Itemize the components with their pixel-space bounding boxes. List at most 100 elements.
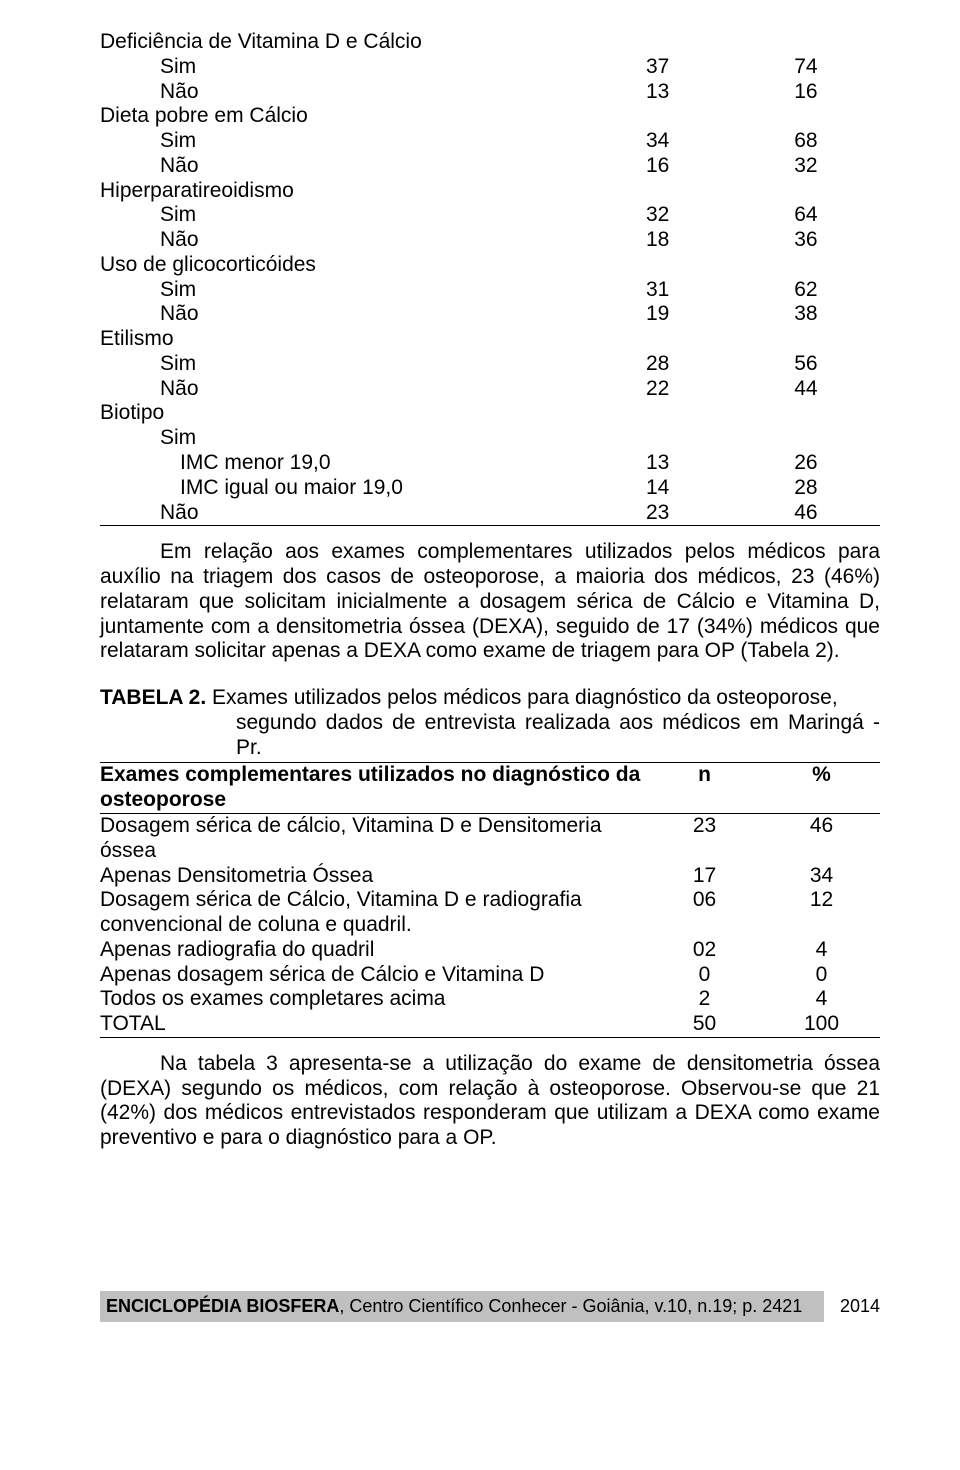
table2-caption-line1: Exames utilizados pelos médicos para dia… [206,686,838,709]
table1-row-p: 64 [732,203,880,228]
table1-group-header: Hiperparatireoidismo [100,179,880,204]
table2-row-label-l1: Dosagem sérica de cálcio, Vitamina D e D… [100,814,646,839]
table2-header-p: % [763,763,880,788]
table2-row: Apenas dosagem sérica de Cálcio e Vitami… [100,963,880,988]
table1-cell-p [732,253,880,278]
table2-row: Apenas Densitometria Óssea1734 [100,864,880,889]
table2-row-label: Todos os exames completares acima [100,987,646,1012]
table2-row-label: Apenas dosagem sérica de Cálcio e Vitami… [100,963,646,988]
table2-row-n: 0 [646,963,763,988]
table2-row-n: 06 [646,888,763,913]
table1-group-header: Etilismo [100,327,880,352]
table1-row-n: 37 [584,55,732,80]
table1-row-p: 16 [732,80,880,105]
table1-cell-n [584,401,732,426]
table2-row-label: Dosagem sérica de cálcio, Vitamina D e D… [100,814,646,864]
table2: Exames complementares utilizados no diag… [100,762,880,1037]
table1-group-label: Uso de glicocorticóides [100,253,584,278]
table1-row: Não1836 [100,228,880,253]
table1-row-n: 19 [584,302,732,327]
table1-row-n: 14 [584,476,732,501]
table1-group-header: Uso de glicocorticóides [100,253,880,278]
footer-journal-name: ENCICLOPÉDIA BIOSFERA [106,1296,339,1316]
table1-group-label: Dieta pobre em Cálcio [100,104,584,129]
table2-total-row: TOTAL 50 100 [100,1012,880,1038]
table2-row-label-l2: óssea [100,839,646,864]
table2-header-row: Exames complementares utilizados no diag… [100,763,880,814]
table2-row-label-l1: Apenas Densitometria Óssea [100,864,646,889]
table1-row-p: 36 [732,228,880,253]
table1-row-label: Não [100,302,584,327]
table1-group-label: Biotipo [100,401,584,426]
table1-row-p: 56 [732,352,880,377]
table1-row: Sim3468 [100,129,880,154]
table1-row-n [584,426,732,451]
table2-row-label: Apenas radiografia do quadril [100,938,646,963]
table2-header-label: Exames complementares utilizados no diag… [100,763,646,813]
table1-row-p [732,426,880,451]
footer-journal-rest: , Centro Científico Conhecer - Goiânia, … [339,1296,802,1316]
table1-row-p: 26 [732,451,880,476]
table2-row-n: 23 [646,814,763,839]
table2-row-label-l1: Dosagem sérica de Cálcio, Vitamina D e r… [100,888,646,913]
table1-cell-n [584,104,732,129]
table2-header-n: n [646,763,763,788]
table2-row-p: 46 [763,814,880,839]
table1-cell-p [732,104,880,129]
page: Deficiência de Vitamina D e CálcioSim377… [0,0,960,1342]
table1-row-label: Não [100,154,584,179]
table1-row-label: IMC igual ou maior 19,0 [100,476,584,501]
table2-row-p: 4 [763,938,880,963]
footer-bar: ENCICLOPÉDIA BIOSFERA, Centro Científico… [100,1291,824,1322]
table2-caption-line2: segundo dados de entrevista realizada ao… [100,711,880,761]
table2-row: Apenas radiografia do quadril024 [100,938,880,963]
table1-row-label: IMC menor 19,0 [100,451,584,476]
table1-row-n: 34 [584,129,732,154]
table2-row-label-l1: Apenas dosagem sérica de Cálcio e Vitami… [100,963,646,988]
table1-row-p: 28 [732,476,880,501]
table1-row-label: Sim [100,278,584,303]
table2-row: Todos os exames completares acima24 [100,987,880,1012]
table2-row-p: 12 [763,888,880,913]
table1-row-n: 31 [584,278,732,303]
table1-row-n: 16 [584,154,732,179]
table2-row-label: Dosagem sérica de Cálcio, Vitamina D e r… [100,888,646,938]
table2-caption-label: TABELA 2. [100,686,206,709]
table1-row: Sim3264 [100,203,880,228]
table1-row-label: Não [100,377,584,402]
table1-row: Não1632 [100,154,880,179]
table1-row-n: 28 [584,352,732,377]
table2-row-p: 4 [763,987,880,1012]
table2-caption: TABELA 2. Exames utilizados pelos médico… [100,686,880,760]
table1-row-label: Não [100,228,584,253]
table1-row-label: Sim [100,203,584,228]
table1-row: IMC igual ou maior 19,01428 [100,476,880,501]
table1-row: IMC menor 19,01326 [100,451,880,476]
table2-total-p: 100 [763,1012,880,1037]
page-footer: ENCICLOPÉDIA BIOSFERA, Centro Científico… [100,1291,880,1322]
table1-row-p: 46 [732,501,880,526]
table2-row: Dosagem sérica de cálcio, Vitamina D e D… [100,814,880,864]
table2-row-label-l1: Todos os exames completares acima [100,987,646,1012]
table1-row-n: 18 [584,228,732,253]
table1-cell-p [732,179,880,204]
table1-cell-p [732,327,880,352]
paragraph-results: Em relação aos exames complementares uti… [100,540,880,664]
table1-row: Não2244 [100,377,880,402]
table1-row-p: 44 [732,377,880,402]
table1-row-p: 74 [732,55,880,80]
table1-row: Sim [100,426,880,451]
table1-row-n: 13 [584,80,732,105]
table1-cell-p [732,30,880,55]
table1-row-n: 13 [584,451,732,476]
table2-header-label-l2: osteoporose [100,788,646,813]
table2-row: Dosagem sérica de Cálcio, Vitamina D e r… [100,888,880,938]
table1-group-header: Biotipo [100,401,880,426]
table1-row-p: 32 [732,154,880,179]
table1-row-n: 32 [584,203,732,228]
table1-group-label: Deficiência de Vitamina D e Cálcio [100,30,584,55]
table1-row: Não2346 [100,501,880,527]
footer-year: 2014 [824,1291,880,1322]
table1-row-label: Sim [100,55,584,80]
table1-group-header: Dieta pobre em Cálcio [100,104,880,129]
